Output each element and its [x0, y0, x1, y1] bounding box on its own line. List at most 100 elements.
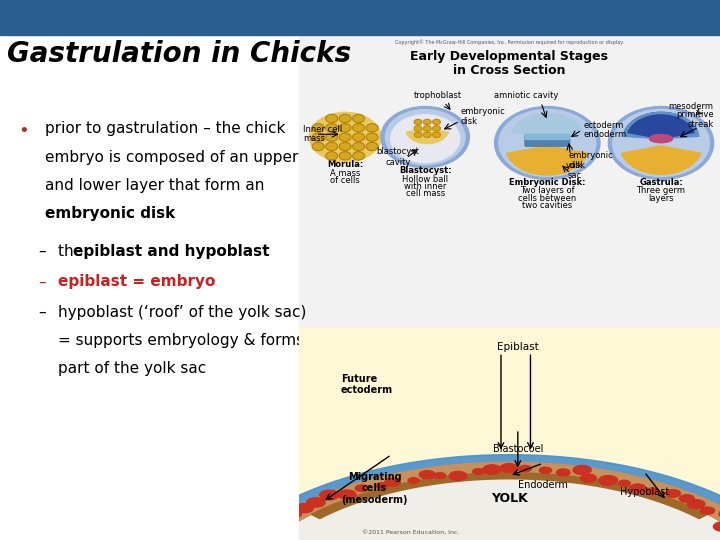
Text: cell mass: cell mass — [405, 190, 445, 198]
Circle shape — [385, 110, 465, 165]
Text: epiblast and hypoblast: epiblast and hypoblast — [73, 244, 269, 259]
Wedge shape — [628, 115, 694, 139]
Text: hypoblast (‘roof’ of the yolk sac): hypoblast (‘roof’ of the yolk sac) — [58, 305, 306, 320]
Text: Morula:: Morula: — [327, 160, 364, 169]
Text: Hollow ball: Hollow ball — [402, 175, 449, 184]
Circle shape — [325, 143, 338, 151]
Text: yolk
sac: yolk sac — [566, 160, 583, 180]
Circle shape — [339, 152, 351, 160]
Circle shape — [366, 124, 378, 132]
Text: two cavities: two cavities — [522, 201, 572, 210]
Text: Early Developmental Stages: Early Developmental Stages — [410, 50, 608, 63]
Circle shape — [325, 124, 338, 132]
Circle shape — [495, 106, 600, 179]
Text: Copyright© The McGraw-Hill Companies, Inc. Permission required for reproduction : Copyright© The McGraw-Hill Companies, In… — [395, 39, 624, 45]
Text: YOLK: YOLK — [491, 491, 528, 504]
Text: ©2011 Pearson Education, Inc.: ©2011 Pearson Education, Inc. — [362, 530, 459, 535]
Circle shape — [573, 465, 591, 475]
Circle shape — [433, 132, 441, 138]
Circle shape — [325, 152, 338, 160]
Circle shape — [353, 124, 364, 132]
Circle shape — [384, 478, 400, 486]
Wedge shape — [406, 129, 449, 144]
Text: endoderm: endoderm — [583, 130, 626, 139]
Text: Gastrula:: Gastrula: — [639, 178, 683, 187]
Wedge shape — [507, 146, 588, 175]
Circle shape — [366, 133, 378, 141]
Circle shape — [310, 112, 381, 162]
Bar — [0, 0, 720, 35]
Circle shape — [312, 133, 324, 141]
Circle shape — [353, 143, 364, 151]
Circle shape — [714, 522, 720, 531]
Circle shape — [539, 467, 552, 474]
Wedge shape — [624, 112, 699, 139]
Circle shape — [258, 525, 270, 531]
Wedge shape — [512, 113, 583, 139]
Circle shape — [286, 510, 302, 518]
Circle shape — [339, 133, 351, 141]
Text: primitive
streak: primitive streak — [676, 110, 714, 129]
Text: mass: mass — [303, 134, 325, 143]
Text: Three germ: Three germ — [636, 186, 685, 195]
Circle shape — [339, 124, 351, 132]
Text: Blastocyst:: Blastocyst: — [399, 166, 451, 175]
Circle shape — [381, 106, 469, 168]
FancyBboxPatch shape — [526, 134, 570, 139]
Circle shape — [414, 119, 422, 125]
Circle shape — [598, 476, 618, 485]
Text: Blastocoel: Blastocoel — [492, 444, 543, 454]
Circle shape — [688, 500, 705, 509]
Text: ectoderm: ectoderm — [583, 121, 624, 130]
Circle shape — [353, 114, 364, 123]
Wedge shape — [624, 112, 698, 139]
Circle shape — [434, 472, 446, 478]
Text: Epiblast: Epiblast — [497, 342, 539, 352]
Circle shape — [665, 490, 680, 497]
Text: –: – — [38, 274, 46, 289]
Polygon shape — [208, 462, 720, 540]
Text: embryo is composed of an upper: embryo is composed of an upper — [45, 150, 299, 165]
Text: epiblast = embryo: epiblast = embryo — [58, 274, 215, 289]
Circle shape — [338, 490, 356, 499]
Circle shape — [613, 110, 709, 177]
Bar — [299, 0, 720, 540]
Wedge shape — [621, 146, 701, 174]
Text: trophoblast: trophoblast — [414, 91, 462, 100]
Circle shape — [423, 126, 431, 131]
Circle shape — [312, 124, 324, 132]
Text: amniotic cavity: amniotic cavity — [494, 91, 559, 100]
Circle shape — [339, 143, 351, 151]
Circle shape — [391, 114, 459, 163]
Text: in Cross Section: in Cross Section — [453, 64, 566, 77]
Ellipse shape — [649, 134, 672, 143]
Circle shape — [647, 488, 659, 494]
Circle shape — [366, 143, 378, 151]
Text: with inner: with inner — [404, 182, 446, 191]
Text: Hypoblast: Hypoblast — [619, 487, 669, 497]
Circle shape — [449, 471, 467, 481]
Circle shape — [414, 126, 422, 131]
Circle shape — [580, 474, 596, 482]
Circle shape — [719, 510, 720, 518]
Circle shape — [500, 464, 518, 472]
Text: embryonic
disk: embryonic disk — [568, 151, 613, 170]
Text: mesoderm: mesoderm — [669, 103, 714, 111]
Text: embryonic disk: embryonic disk — [45, 206, 176, 221]
Circle shape — [268, 517, 286, 526]
Text: the: the — [58, 244, 88, 259]
Circle shape — [701, 507, 714, 514]
Text: layers: layers — [648, 194, 674, 202]
Circle shape — [519, 465, 531, 472]
Circle shape — [353, 133, 364, 141]
Circle shape — [423, 119, 431, 125]
Text: cells between: cells between — [518, 194, 577, 202]
Circle shape — [419, 471, 435, 479]
Circle shape — [408, 478, 419, 483]
Circle shape — [312, 143, 324, 151]
Circle shape — [376, 483, 388, 489]
Circle shape — [355, 485, 368, 491]
Polygon shape — [311, 473, 708, 518]
Text: Endoderm: Endoderm — [518, 480, 568, 490]
Text: Gastrulation in Chicks: Gastrulation in Chicks — [7, 40, 351, 69]
